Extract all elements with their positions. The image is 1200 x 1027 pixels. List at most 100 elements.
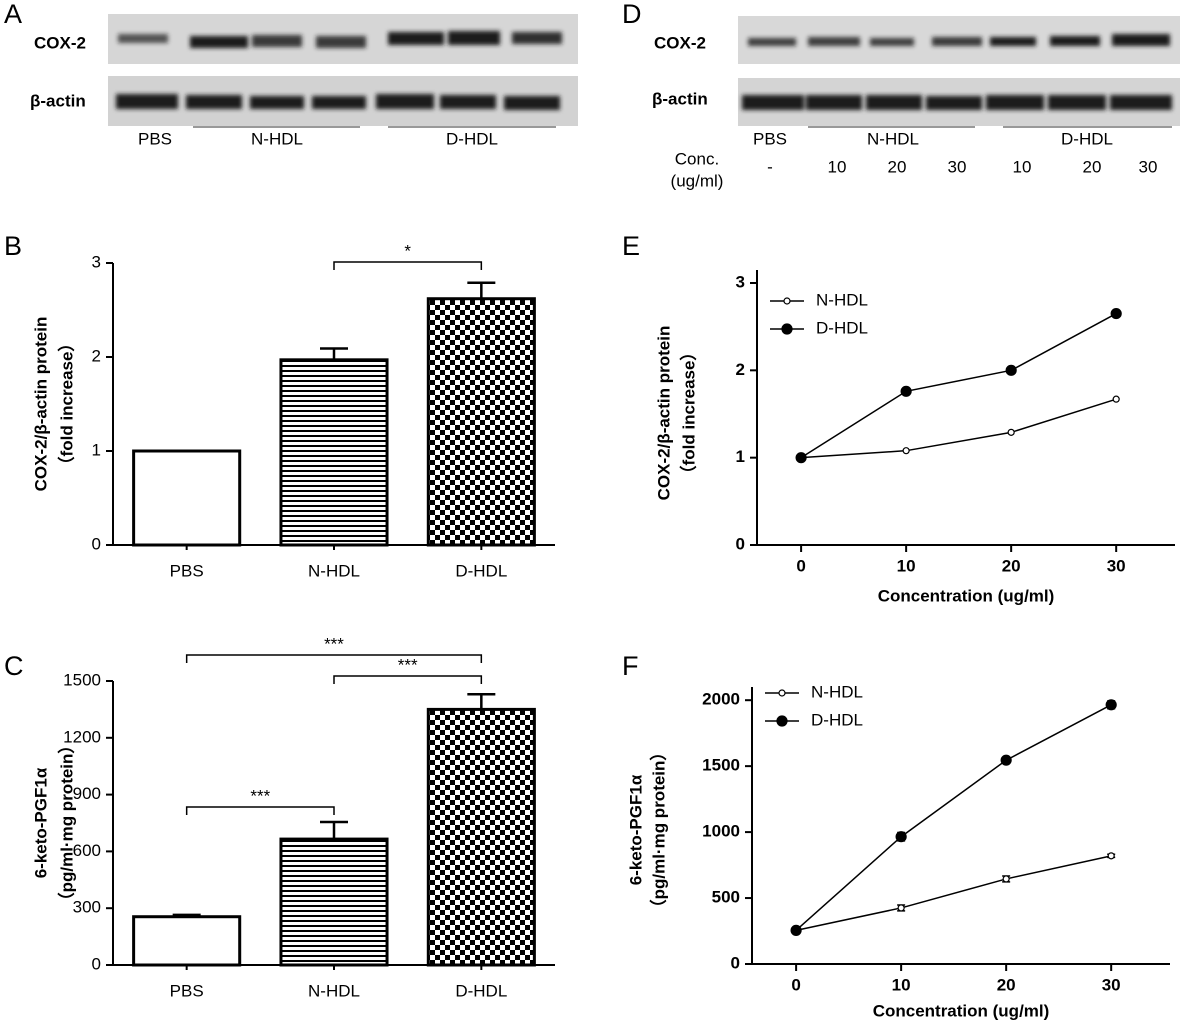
series-line (800, 312, 1117, 459)
row-label: β-actin (652, 89, 708, 108)
panel-letter: A (4, 0, 22, 29)
blot-d: D COX-2 β-actin PBS N-HDL D-HDL Conc. (u… (622, 0, 1180, 190)
conc-label: Conc. (675, 149, 719, 168)
y-axis-label: （fold increase） (56, 335, 76, 474)
panel-letter: B (4, 231, 22, 261)
y-axis-label: （pg/ml·mg protein） (648, 744, 668, 917)
bands (742, 34, 1172, 110)
y-tick-label: 500 (712, 888, 740, 907)
point (900, 385, 912, 397)
group-label: N-HDL (867, 129, 919, 148)
x-tick-label: 30 (1102, 975, 1121, 994)
point (1007, 428, 1015, 436)
conc-row: - 10 20 30 10 20 30 (767, 157, 1157, 176)
y-tick-label: 1 (92, 440, 101, 459)
x-tick-label: 10 (892, 975, 911, 994)
y-axis-label: （fold increase） (678, 344, 698, 483)
series-line (795, 704, 1112, 931)
y-tick-label: 0 (736, 534, 745, 553)
bar (132, 915, 242, 967)
point (1105, 699, 1117, 711)
y-tick-label: 0 (731, 953, 740, 972)
y-tick-label: 1000 (702, 822, 740, 841)
significance-label: *** (250, 786, 270, 805)
row-label: COX-2 (654, 33, 706, 52)
conc-value: 30 (948, 157, 967, 176)
group-label: PBS (753, 129, 787, 148)
bar (279, 837, 389, 967)
y-tick-label: 0 (92, 954, 101, 973)
bar (132, 449, 242, 547)
y-tick-label: 1200 (63, 727, 101, 746)
chart: E COX-2/β-actin protein （fold increase） 0 1 2… (622, 231, 1175, 605)
y-tick-label: 600 (73, 841, 101, 860)
conc-unit: (ug/ml) (671, 171, 724, 190)
conc-value: 20 (1083, 157, 1102, 176)
x-tick-label: 30 (1107, 556, 1126, 575)
group-label: PBS (138, 129, 172, 148)
bar (426, 707, 536, 967)
y-tick-label: 2000 (702, 690, 740, 709)
row-label: β-actin (30, 91, 86, 110)
x-tick-label: PBS (170, 561, 204, 580)
significance-bracket (333, 675, 483, 684)
blot-a: A COX-2 β-actin PBS N-HDL D-HDL (4, 0, 578, 148)
point (902, 447, 910, 455)
significance-label: *** (398, 655, 418, 674)
point (897, 904, 905, 912)
significance-bracket (185, 654, 483, 663)
legend-label: D-HDL (811, 710, 863, 729)
group-label: N-HDL (251, 129, 303, 148)
x-tick-label: D-HDL (455, 981, 507, 1000)
point (1002, 875, 1010, 883)
x-tick-label: PBS (170, 981, 204, 1000)
y-tick-label: 3 (736, 272, 745, 291)
chart: B COX-2/β-actin protein （fold increase） 0 1 2… (4, 231, 555, 580)
point (1112, 395, 1120, 403)
panel-letter: E (622, 231, 640, 261)
y-tick-label: 1500 (63, 670, 101, 689)
x-tick-label: N-HDL (308, 561, 360, 580)
conc-value: - (767, 157, 773, 176)
legend-label: N-HDL (811, 682, 863, 701)
series-line (795, 855, 1112, 932)
significance-label: * (404, 241, 411, 260)
legend-marker (781, 323, 793, 335)
x-tick-label: 20 (997, 975, 1016, 994)
y-tick-label: 1 (736, 447, 745, 466)
x-tick-label: N-HDL (308, 981, 360, 1000)
x-tick-label: 0 (796, 556, 805, 575)
series-line (801, 398, 1117, 459)
point (1005, 364, 1017, 376)
significance-bracket (185, 806, 335, 815)
conc-value: 30 (1139, 157, 1158, 176)
y-axis-label: （pg/ml·mg protein） (56, 737, 76, 910)
conc-value: 10 (828, 157, 847, 176)
group-label: D-HDL (1061, 129, 1113, 148)
conc-value: 20 (888, 157, 907, 176)
legend-label: N-HDL (816, 290, 868, 309)
y-tick-label: 2 (92, 346, 101, 365)
x-tick-label: 0 (791, 975, 800, 994)
x-tick-label: D-HDL (455, 561, 507, 580)
y-tick-label: 900 (73, 784, 101, 803)
bar (426, 297, 536, 547)
y-axis-label: 6-keto-PGF1α (626, 774, 645, 885)
x-axis-label: Concentration (ug/ml) (873, 1001, 1050, 1020)
x-tick-label: 10 (897, 556, 916, 575)
legend-marker (783, 297, 791, 305)
bar (279, 358, 389, 547)
y-axis-label: COX-2/β-actin protein (654, 326, 673, 501)
y-axis-label: 6-keto-PGF1α (31, 767, 50, 878)
y-tick-label: 0 (92, 534, 101, 553)
y-tick-label: 300 (73, 898, 101, 917)
significance-bracket (333, 261, 483, 270)
panel-letter: C (4, 651, 24, 681)
point (790, 924, 802, 936)
point (1110, 307, 1122, 320)
legend-marker (778, 689, 786, 697)
point (1000, 754, 1012, 766)
row-label: COX-2 (34, 33, 86, 52)
panel-letter: D (622, 0, 642, 29)
